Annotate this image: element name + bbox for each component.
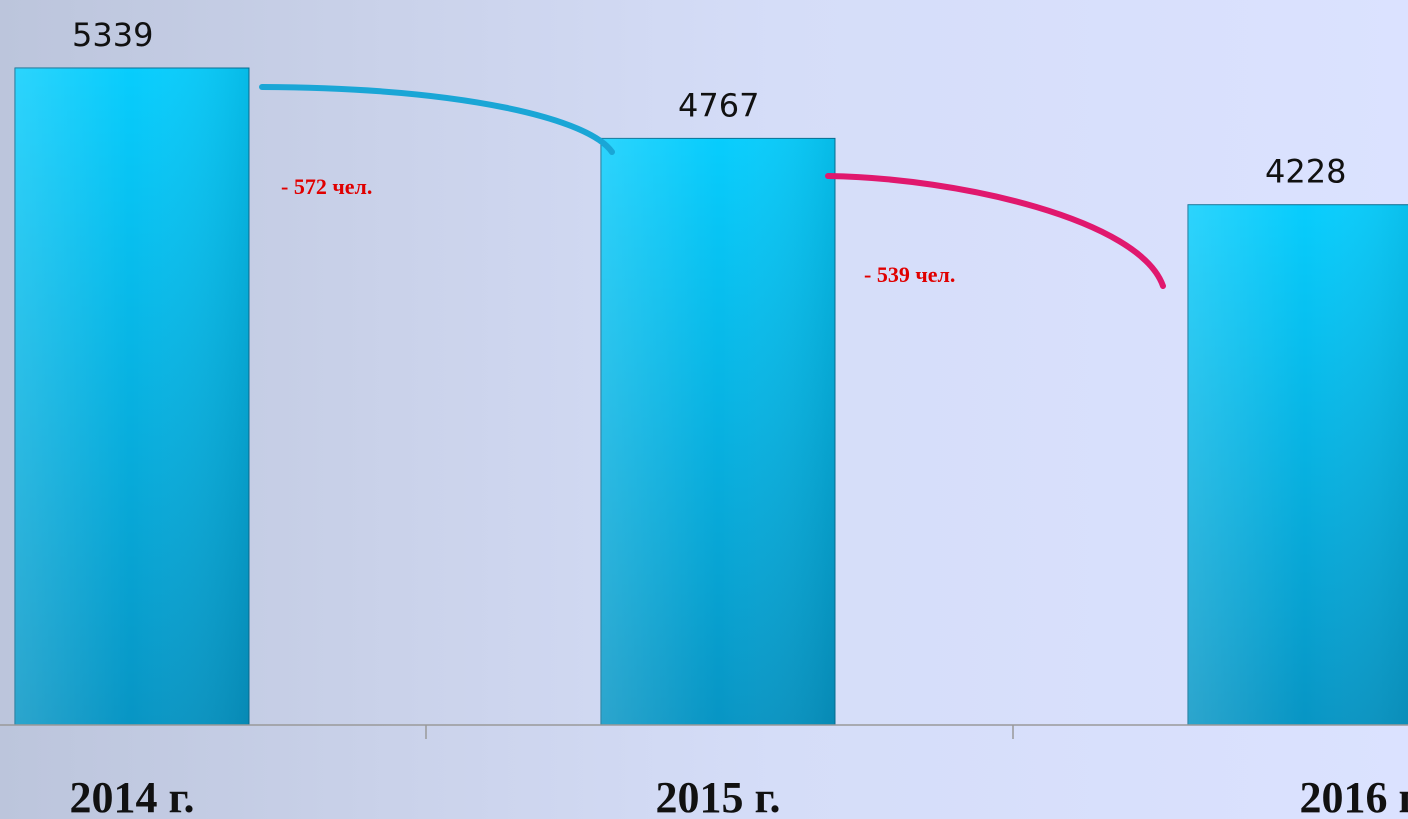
change-label-0: - 572 чел. xyxy=(281,174,372,199)
category-label-1: 2015 г. xyxy=(655,773,780,819)
value-label-0: 5339 xyxy=(72,16,153,54)
bar-shine-2 xyxy=(1188,204,1408,725)
category-label-2: 2016 г. xyxy=(1299,773,1408,819)
change-arrows xyxy=(259,84,1166,289)
category-label-0: 2014 г. xyxy=(69,773,194,819)
bar-shine-0 xyxy=(15,68,249,725)
value-label-1: 4767 xyxy=(678,86,759,124)
x-axis xyxy=(0,724,1408,739)
change-label-1: - 539 чел. xyxy=(864,262,955,287)
bar-shine-1 xyxy=(601,138,835,726)
bars-layer xyxy=(14,67,1408,726)
change-curve-1 xyxy=(825,173,1166,289)
labels-layer: 5339 2014 г. 4767 2015 г. 4228 2016 г. - 572 ч… xyxy=(69,16,1408,819)
change-curve-0 xyxy=(259,84,615,155)
value-label-2: 4228 xyxy=(1265,153,1346,191)
